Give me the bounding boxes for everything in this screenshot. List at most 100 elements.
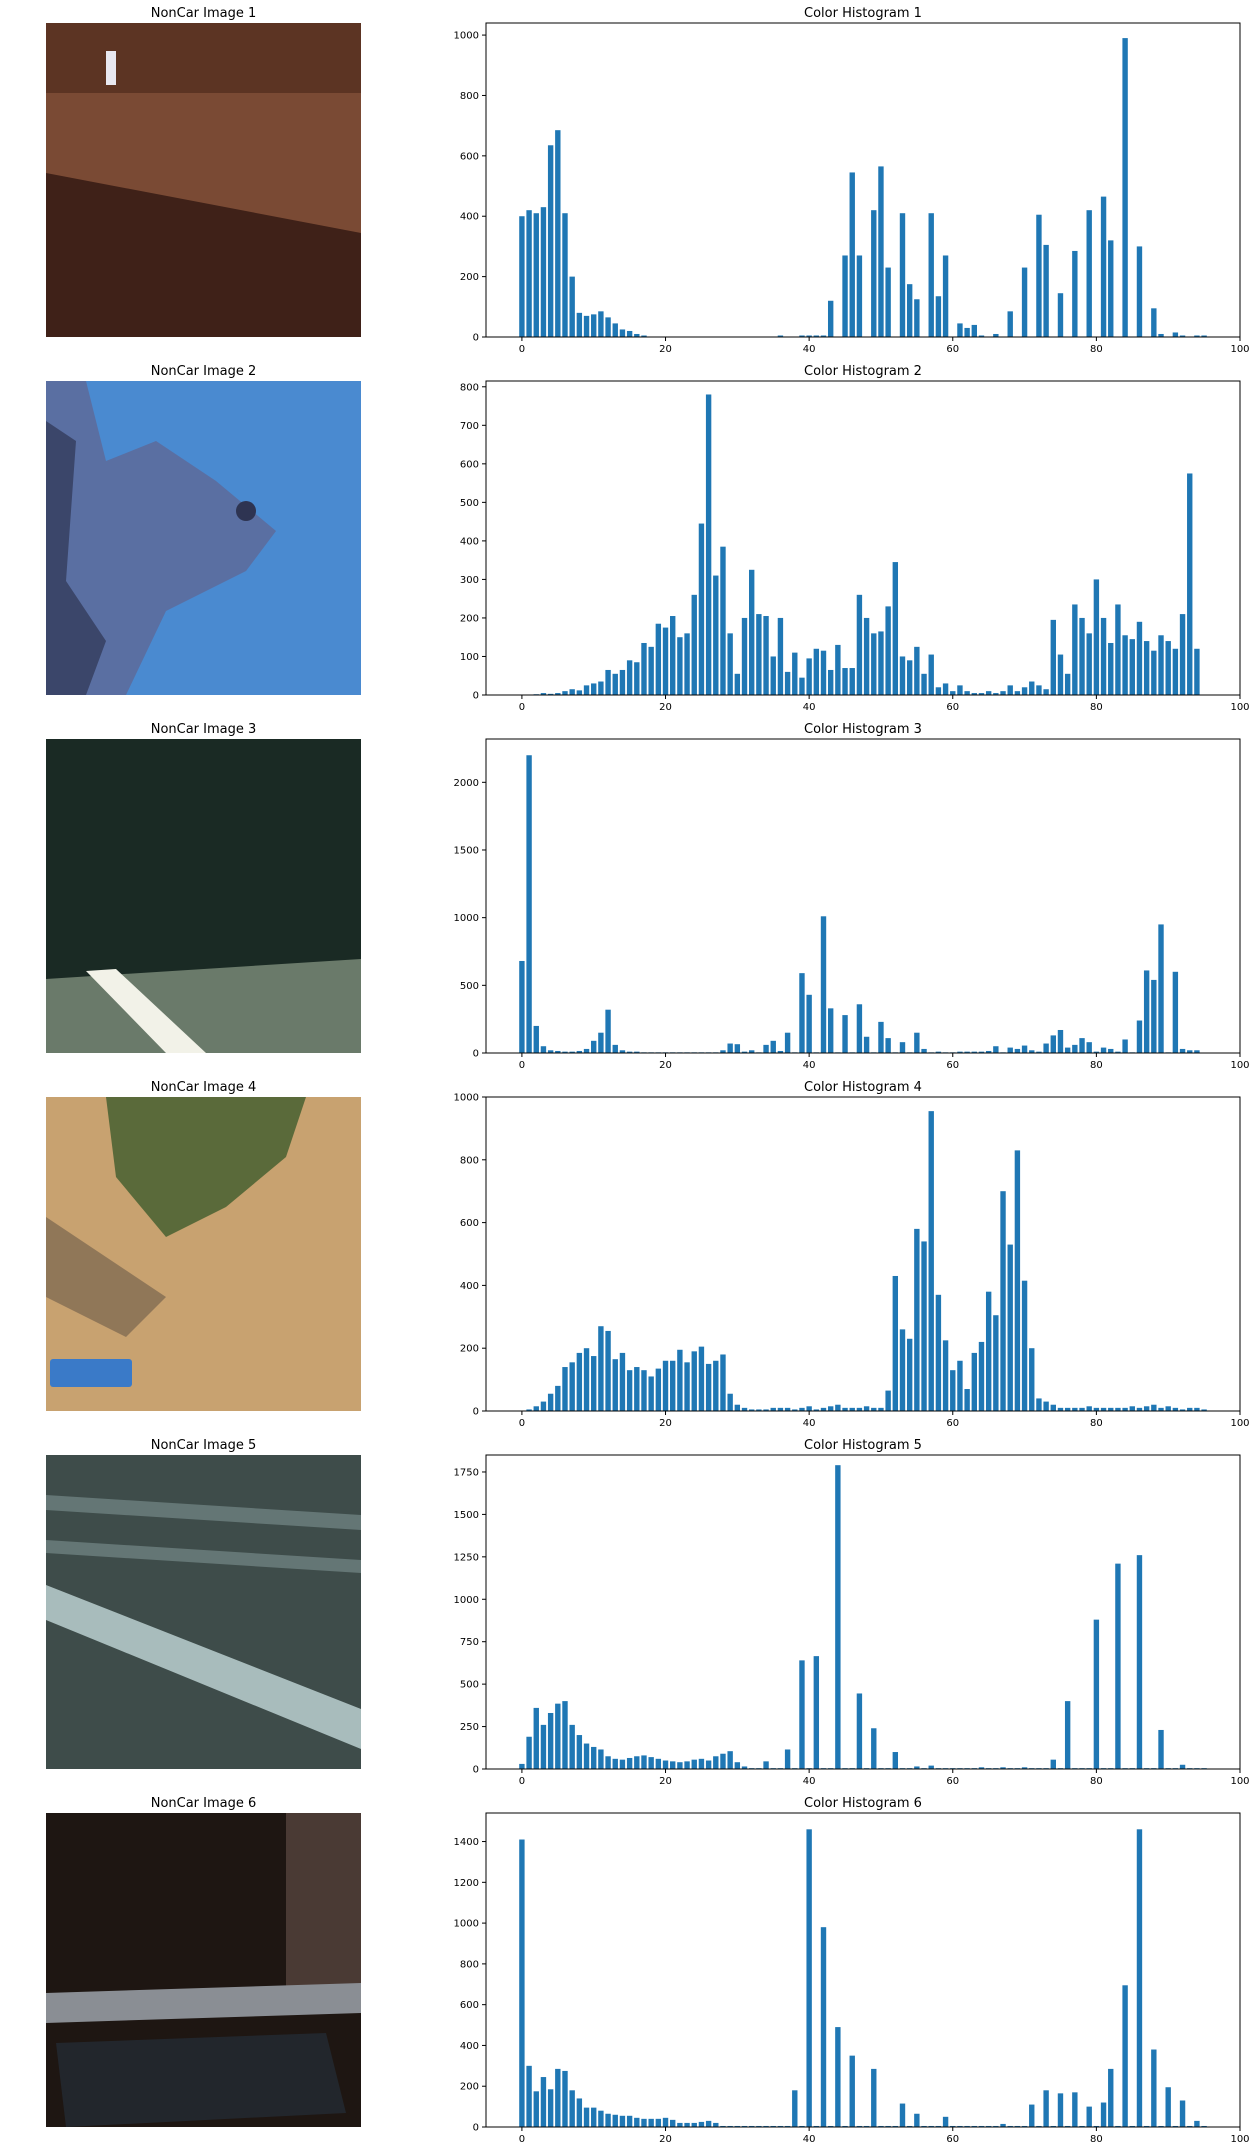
bar	[1151, 1404, 1157, 1411]
bar	[519, 960, 525, 1053]
bar	[1021, 1045, 1028, 1053]
bar	[634, 662, 640, 695]
bar	[626, 2115, 633, 2127]
y-tick-label: 0	[473, 1765, 479, 1776]
bar	[1014, 1150, 1021, 1411]
bar	[555, 130, 561, 337]
bar	[626, 1757, 633, 1769]
bar	[1100, 1407, 1107, 1411]
bar	[820, 1927, 827, 2127]
bar	[971, 324, 977, 337]
bar	[885, 2125, 891, 2127]
bar	[892, 2125, 899, 2127]
bar	[1064, 2125, 1071, 2127]
y-tick-label: 500	[460, 981, 479, 992]
bar	[1000, 2123, 1006, 2127]
y-tick-label: 500	[460, 498, 479, 509]
bar	[526, 1736, 532, 1769]
bar	[935, 687, 942, 695]
y-axis: 0 200 400 600 800 1000	[454, 31, 486, 344]
bar	[957, 323, 963, 337]
bar	[526, 210, 532, 337]
bar	[770, 1040, 776, 1053]
bar	[1072, 1044, 1078, 1053]
bar	[820, 916, 827, 1053]
y-axis: 0 200 400 600 800 1000 1200 1400	[454, 1837, 486, 2134]
x-tick-label: 0	[519, 1060, 525, 1071]
bar	[691, 2122, 697, 2127]
bar	[605, 317, 611, 338]
y-tick-label: 800	[460, 91, 479, 102]
bar	[820, 1407, 827, 1411]
image-layers	[46, 1097, 361, 1411]
bar	[1000, 1191, 1006, 1411]
bar	[1072, 604, 1078, 695]
x-tick-label: 60	[946, 344, 959, 355]
bar	[1129, 639, 1135, 695]
bar	[741, 1407, 748, 1411]
bar	[626, 660, 633, 695]
image-bush	[106, 1097, 306, 1237]
bar	[1194, 1407, 1200, 1411]
bar	[978, 1767, 985, 1769]
image-title: NonCar Image 4	[151, 1080, 257, 1095]
bar	[806, 658, 812, 695]
bar	[899, 656, 906, 695]
bar	[1172, 2125, 1179, 2127]
x-tick-label: 20	[659, 1776, 672, 1787]
bar	[1108, 642, 1114, 695]
bar	[985, 691, 992, 695]
bar	[871, 633, 877, 695]
bar	[799, 973, 805, 1053]
image-guard-rail	[46, 1983, 361, 2023]
histogram-title: Color Histogram 4	[804, 1080, 922, 1095]
bar	[626, 1051, 633, 1053]
bar	[878, 2125, 884, 2127]
bar	[1136, 1020, 1143, 1053]
bar	[1172, 332, 1179, 337]
image-title: NonCar Image 6	[151, 1796, 257, 1811]
x-tick-label: 100	[1230, 1060, 1249, 1071]
y-tick-label: 1000	[454, 913, 479, 924]
bar	[813, 1656, 820, 1769]
bar	[792, 652, 798, 695]
bar	[569, 276, 575, 337]
x-tick-label: 40	[803, 1418, 816, 1429]
bar	[634, 2117, 640, 2127]
bar	[827, 300, 834, 337]
bar	[1108, 1048, 1114, 1053]
bar	[957, 2125, 963, 2127]
y-tick-label: 250	[460, 1722, 479, 1733]
bar	[562, 1051, 568, 1053]
bar	[684, 633, 690, 695]
axes-frame	[485, 1096, 1241, 1412]
bar	[634, 333, 640, 337]
bar	[1187, 473, 1193, 695]
bar	[605, 669, 611, 695]
bar	[634, 1051, 640, 1053]
bar	[878, 631, 884, 695]
bar	[914, 299, 920, 337]
bar	[770, 656, 776, 695]
bar	[1122, 635, 1128, 695]
bar	[799, 1660, 805, 1769]
x-tick-label: 0	[519, 1776, 525, 1787]
bar	[777, 1050, 784, 1053]
bar	[741, 617, 748, 695]
bar	[583, 1743, 590, 1769]
bar	[1158, 2125, 1164, 2127]
x-tick-label: 40	[803, 702, 816, 713]
bar	[1007, 311, 1013, 337]
bar	[576, 1735, 583, 1769]
bar	[1115, 1563, 1121, 1769]
subplot-row-2: NonCar Image 2 Color Histogram 2 0 20 40 60 80…	[46, 364, 1250, 713]
bar	[1201, 2125, 1207, 2127]
bar	[677, 1349, 683, 1411]
bar	[562, 213, 568, 337]
bar	[619, 2115, 626, 2127]
bar	[705, 1363, 712, 1411]
bar	[899, 1042, 906, 1053]
bar	[856, 1407, 863, 1411]
bar	[1029, 681, 1035, 695]
bar	[1115, 1051, 1121, 1053]
